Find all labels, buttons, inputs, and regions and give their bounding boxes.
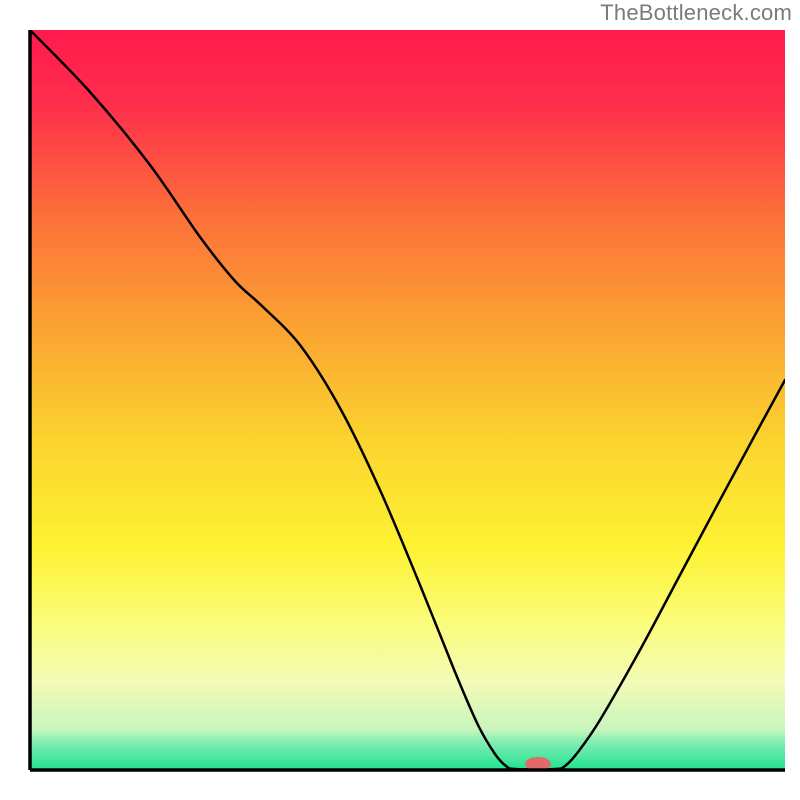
gradient-background	[30, 30, 785, 770]
chart-container: TheBottleneck.com	[0, 0, 800, 800]
bottleneck-chart	[0, 0, 800, 800]
